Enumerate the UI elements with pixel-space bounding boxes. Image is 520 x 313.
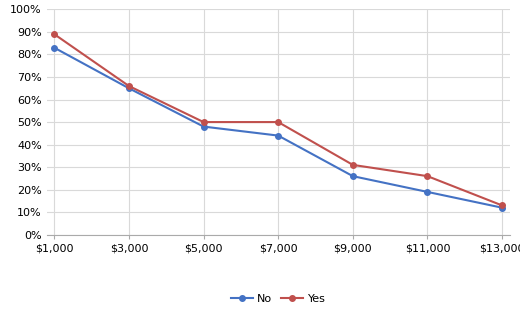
- No: [126, 86, 132, 90]
- No: [350, 174, 356, 178]
- No: [424, 190, 431, 194]
- Yes: [424, 174, 431, 178]
- Line: No: No: [51, 45, 505, 210]
- Yes: [350, 163, 356, 167]
- No: [275, 134, 281, 137]
- Yes: [126, 84, 132, 88]
- Yes: [499, 203, 505, 207]
- Yes: [51, 32, 57, 36]
- Line: Yes: Yes: [51, 31, 505, 208]
- No: [499, 206, 505, 210]
- Legend: No, Yes: No, Yes: [226, 290, 330, 309]
- No: [200, 125, 206, 128]
- No: [51, 46, 57, 49]
- Yes: [275, 120, 281, 124]
- Yes: [200, 120, 206, 124]
